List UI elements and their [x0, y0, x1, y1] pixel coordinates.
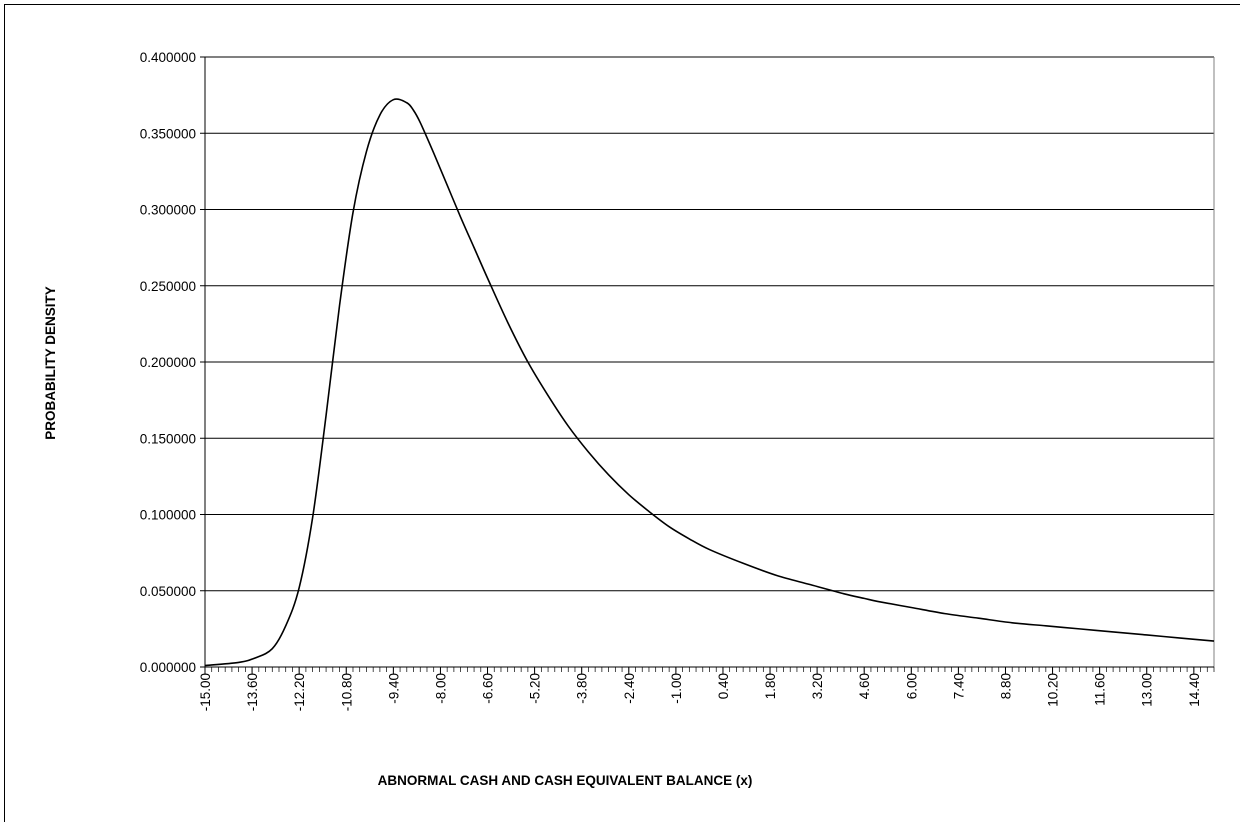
- x-tick-label: -6.60: [481, 673, 496, 704]
- x-tick-label: 10.20: [1046, 673, 1061, 707]
- x-tick-label: 3.20: [810, 673, 825, 699]
- x-axis-title: ABNORMAL CASH AND CASH EQUIVALENT BALANC…: [378, 773, 753, 788]
- minor-tick-layer: [204, 667, 1215, 672]
- y-tick-label: 0.050000: [140, 584, 196, 599]
- density-curve: [204, 98, 1215, 667]
- x-tick-label: 6.00: [904, 673, 919, 699]
- x-tick-label: -10.80: [339, 673, 354, 711]
- x-tick-label: 1.80: [763, 673, 778, 699]
- y-tick-label: 0.100000: [140, 508, 196, 523]
- x-tick-label: 8.80: [998, 673, 1013, 699]
- y-axis-title: PROBABILITY DENSITY: [43, 286, 58, 440]
- x-tick-label: 11.60: [1093, 673, 1108, 706]
- x-tick-label: 14.40: [1187, 673, 1202, 707]
- x-tick-label: -3.80: [575, 673, 590, 704]
- x-tick-label: 13.00: [1140, 673, 1155, 707]
- x-tick-label: 4.60: [857, 673, 872, 699]
- x-tick-label: 7.40: [951, 673, 966, 699]
- x-tick-label: -1.00: [669, 673, 684, 704]
- x-tick-label: -13.60: [245, 673, 260, 711]
- x-tick-label: -2.40: [622, 673, 637, 704]
- y-tick-label: 0.150000: [140, 431, 196, 446]
- axis-layer: [200, 56, 1215, 674]
- y-tick-label: 0.200000: [140, 355, 196, 370]
- y-tick-label: 0.400000: [140, 50, 196, 65]
- grid-layer: [205, 56, 1214, 592]
- chart-frame: [4, 4, 1240, 822]
- y-tick-label: 0.000000: [140, 660, 196, 675]
- x-tick-label: -15.00: [198, 673, 213, 711]
- x-tick-label: -12.20: [292, 673, 307, 711]
- y-tick-label: 0.300000: [140, 203, 196, 218]
- x-tick-label: 0.40: [716, 673, 731, 699]
- x-tick-label: -8.00: [433, 673, 448, 704]
- x-tick-labels: -15.00 -13.60 -12.20 -10.80 -9.40 -8.00 -6.60 -…: [198, 673, 1202, 711]
- x-tick-label: -9.40: [386, 673, 401, 704]
- series-layer: [204, 98, 1215, 667]
- y-tick-labels: 0.000000 0.050000 0.100000 0.150000 0.200000…: [140, 50, 196, 675]
- y-tick-label: 0.350000: [140, 126, 196, 141]
- x-tick-label: -5.20: [528, 673, 543, 704]
- y-tick-label: 0.250000: [140, 279, 196, 294]
